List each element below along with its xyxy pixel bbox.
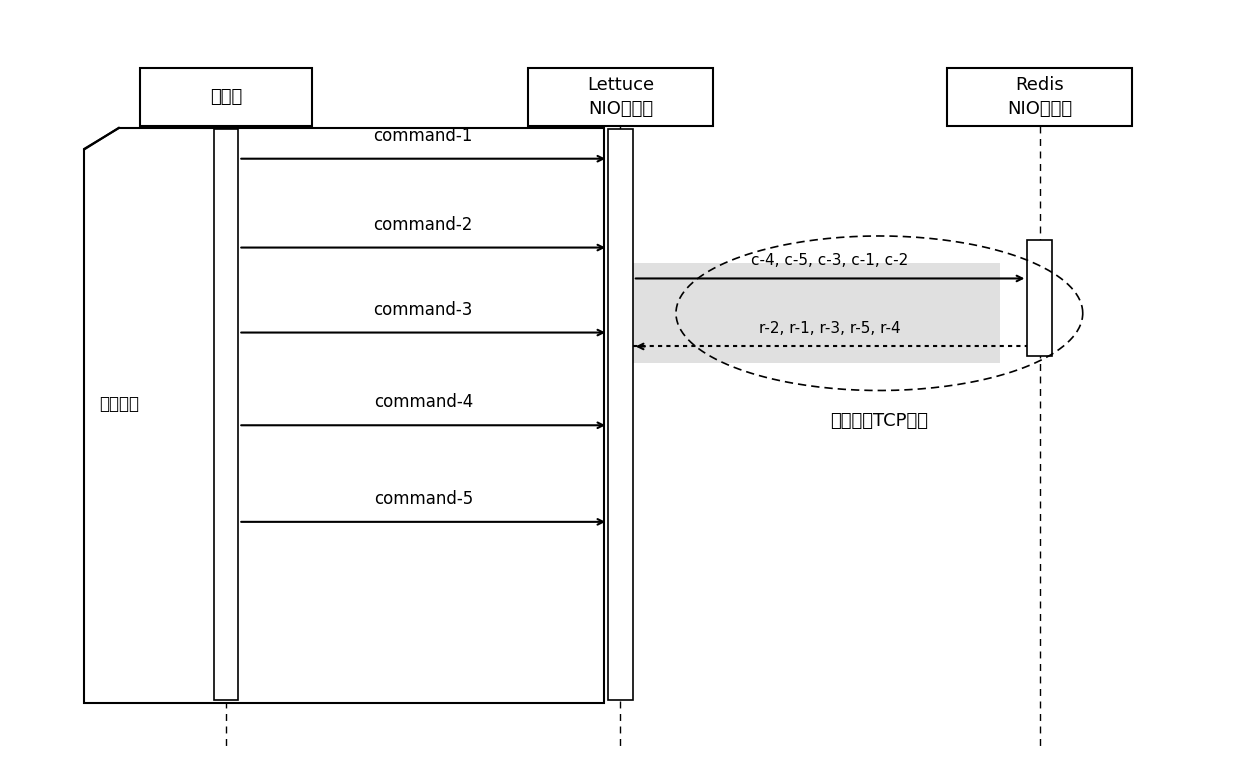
Text: c-4, c-5, c-3, c-1, c-2: c-4, c-5, c-3, c-1, c-2 — [752, 253, 908, 269]
Text: Lettuce
NIO客户端: Lettuce NIO客户端 — [587, 76, 654, 118]
Text: Redis
NIO服务端: Redis NIO服务端 — [1006, 76, 1072, 118]
Text: r-2, r-1, r-3, r-5, r-4: r-2, r-1, r-3, r-5, r-4 — [759, 322, 901, 337]
Bar — [608, 130, 633, 700]
Text: 业务端: 业务端 — [210, 88, 242, 106]
Bar — [213, 130, 238, 700]
Text: command-5: command-5 — [374, 490, 473, 508]
Text: command-3: command-3 — [374, 301, 473, 319]
Text: command-2: command-2 — [374, 216, 473, 234]
Text: command-1: command-1 — [374, 127, 473, 144]
Bar — [1028, 240, 1052, 355]
Text: command-4: command-4 — [374, 394, 473, 412]
Bar — [630, 263, 1000, 363]
Bar — [140, 68, 313, 126]
Bar — [529, 68, 712, 126]
Text: 单一共享TCP连接: 单一共享TCP连接 — [830, 412, 928, 430]
Text: 并发请求: 并发请求 — [99, 395, 139, 413]
Bar — [947, 68, 1132, 126]
Polygon shape — [84, 128, 604, 704]
